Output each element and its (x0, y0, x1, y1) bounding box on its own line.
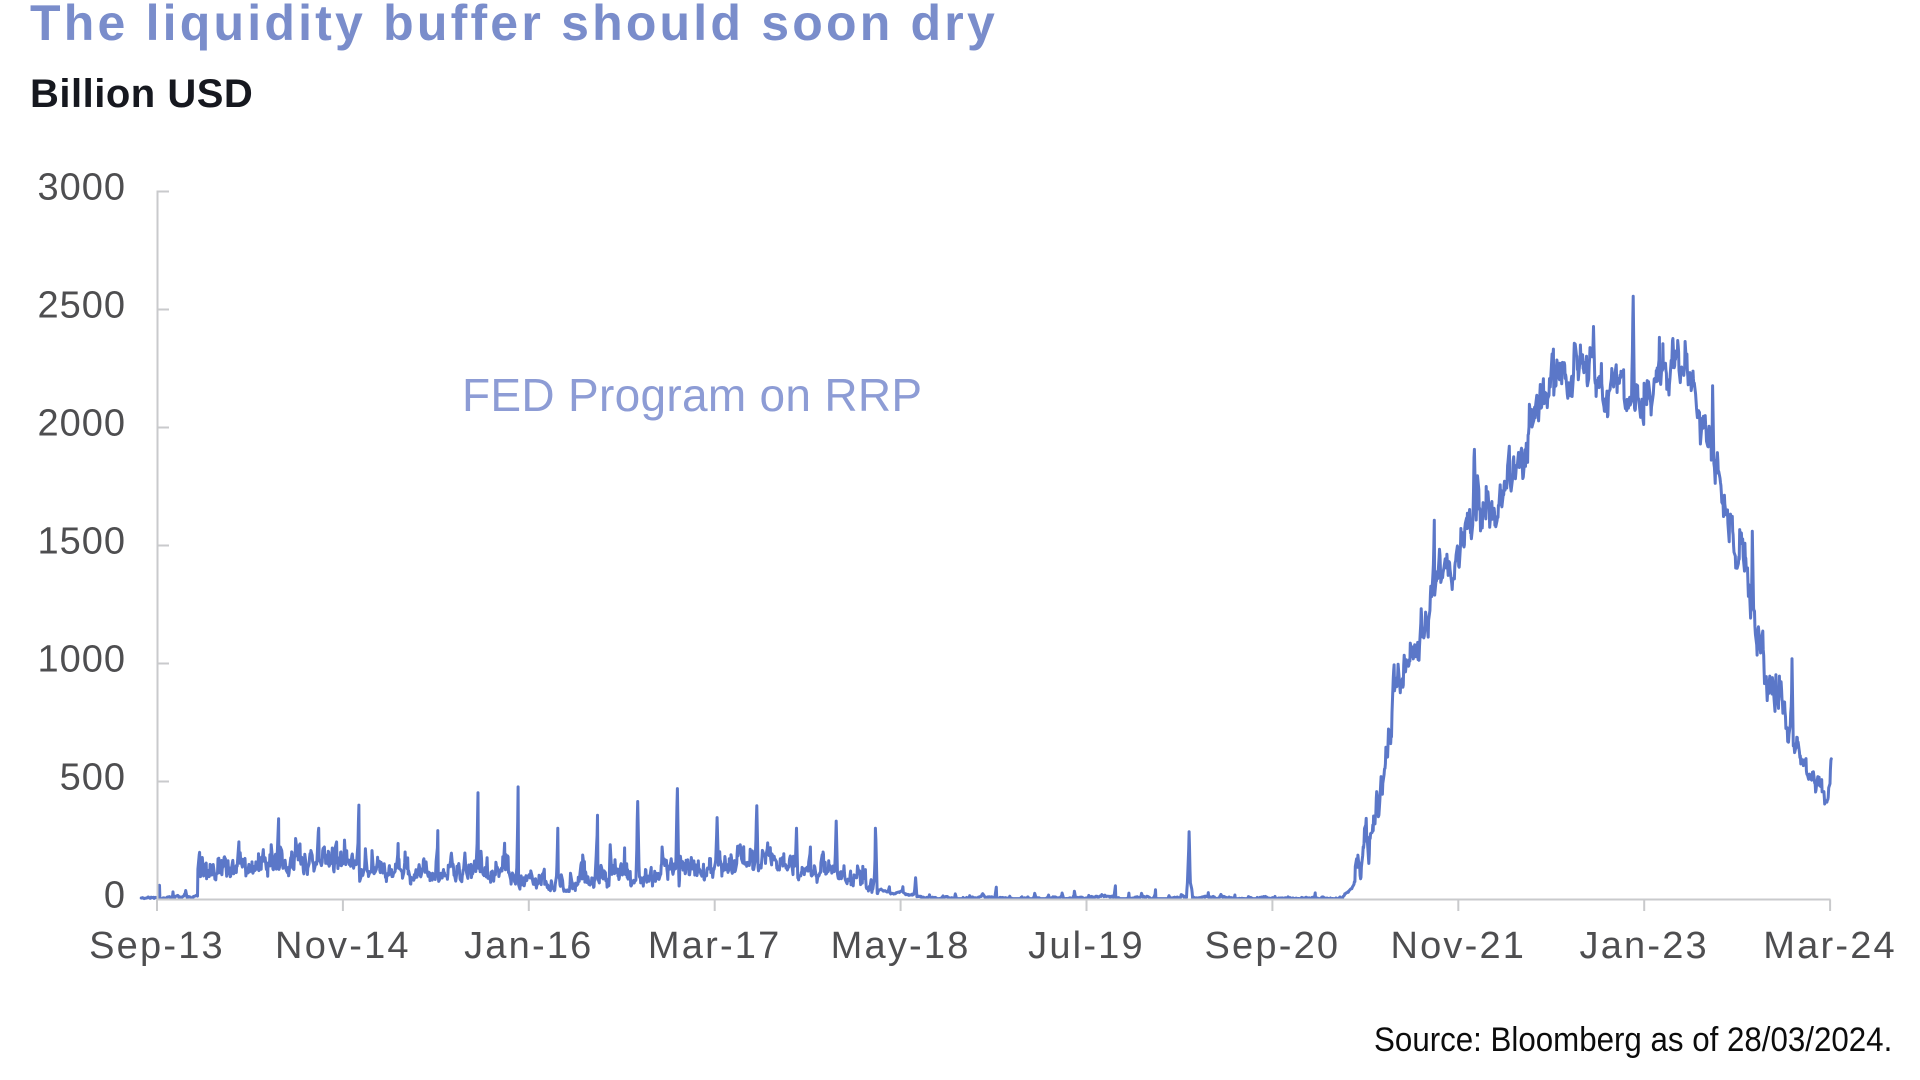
svg-text:500: 500 (60, 757, 126, 799)
svg-text:Nov-21: Nov-21 (1390, 925, 1526, 967)
svg-text:1500: 1500 (37, 521, 126, 563)
svg-text:2000: 2000 (37, 403, 126, 445)
svg-text:Sep-20: Sep-20 (1205, 925, 1341, 967)
svg-text:0: 0 (104, 875, 126, 917)
svg-text:May-18: May-18 (831, 925, 971, 967)
svg-text:2500: 2500 (37, 285, 126, 327)
svg-text:Nov-14: Nov-14 (275, 925, 411, 967)
svg-text:Mar-17: Mar-17 (648, 925, 782, 967)
svg-text:3000: 3000 (37, 167, 126, 209)
svg-text:Jan-16: Jan-16 (464, 925, 593, 967)
svg-text:1000: 1000 (37, 639, 126, 681)
svg-text:Jan-23: Jan-23 (1580, 925, 1709, 967)
svg-text:Jul-19: Jul-19 (1028, 925, 1145, 967)
svg-text:Sep-13: Sep-13 (89, 925, 225, 967)
svg-text:Mar-24: Mar-24 (1763, 925, 1897, 967)
